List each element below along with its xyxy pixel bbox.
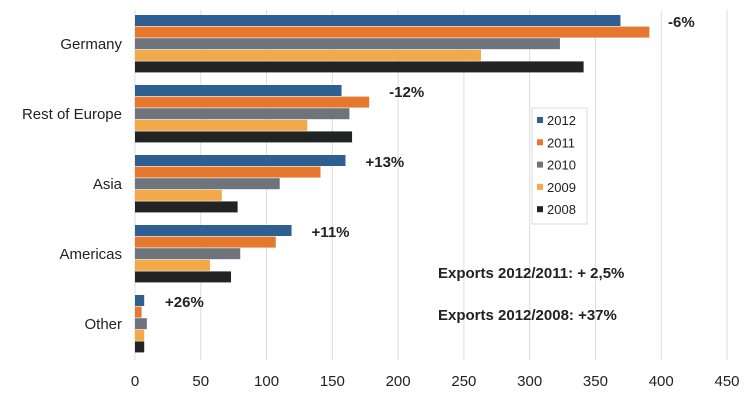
x-tick-label: 450 <box>714 373 739 390</box>
x-tick-label: 250 <box>451 373 476 390</box>
x-tick-label: 400 <box>649 373 674 390</box>
bar-2010 <box>135 178 280 190</box>
bar-2008 <box>135 201 238 213</box>
category-label: Americas <box>59 246 122 263</box>
x-tick-label: 300 <box>517 373 542 390</box>
category-label: Asia <box>93 176 123 193</box>
legend-swatch <box>537 206 543 213</box>
bar-2012 <box>135 155 346 166</box>
legend-label: 2011 <box>547 135 575 150</box>
bar-2011 <box>135 26 650 38</box>
bar-2012 <box>135 225 292 236</box>
category-label: Germany <box>60 36 122 53</box>
legend-swatch <box>537 117 543 123</box>
bar-2008 <box>135 61 584 73</box>
change-label: +11% <box>312 224 350 241</box>
x-tick-label: 0 <box>131 373 139 390</box>
legend-swatch <box>537 139 543 146</box>
legend-label: 2010 <box>547 158 576 173</box>
category-label: Other <box>84 316 122 333</box>
change-label: +26% <box>165 294 204 311</box>
bar-2010 <box>135 38 560 50</box>
legend-box <box>531 107 588 225</box>
x-tick-label: 200 <box>386 373 411 390</box>
bar-2011 <box>135 306 142 318</box>
bar-2010 <box>135 108 350 120</box>
category-label: Rest of Europe <box>22 106 122 123</box>
change-label: +13% <box>365 154 404 171</box>
x-tick-label: 350 <box>583 373 608 390</box>
bar-2012 <box>135 15 621 26</box>
bar-2009 <box>135 329 145 341</box>
bar-2008 <box>135 131 353 143</box>
legend-label: 2008 <box>547 202 576 217</box>
bar-2008 <box>135 341 145 353</box>
bar-2009 <box>135 189 222 201</box>
bar-2010 <box>135 318 147 330</box>
change-label: -12% <box>389 84 424 101</box>
bar-2009 <box>135 49 481 61</box>
legend-swatch <box>537 183 543 190</box>
legend-label: 2009 <box>547 180 576 195</box>
bar-2008 <box>135 271 232 283</box>
bar-2011 <box>135 96 370 108</box>
legend-label: 2012 <box>547 113 576 128</box>
x-tick-label: 150 <box>320 373 345 390</box>
bar-2010 <box>135 248 241 260</box>
change-label: -6% <box>668 14 695 31</box>
bar-2012 <box>135 85 342 96</box>
bar-2009 <box>135 119 308 131</box>
x-tick-label: 50 <box>192 373 209 390</box>
annotation: Exports 2012/2011: + 2,5% <box>438 265 624 282</box>
x-tick-label: 100 <box>254 373 279 390</box>
bar-2011 <box>135 166 321 178</box>
annotation: Exports 2012/2008: +37% <box>438 307 617 324</box>
bar-2011 <box>135 236 276 248</box>
bar-2012 <box>135 295 145 306</box>
legend-swatch <box>537 161 543 168</box>
bar-2009 <box>135 259 210 271</box>
